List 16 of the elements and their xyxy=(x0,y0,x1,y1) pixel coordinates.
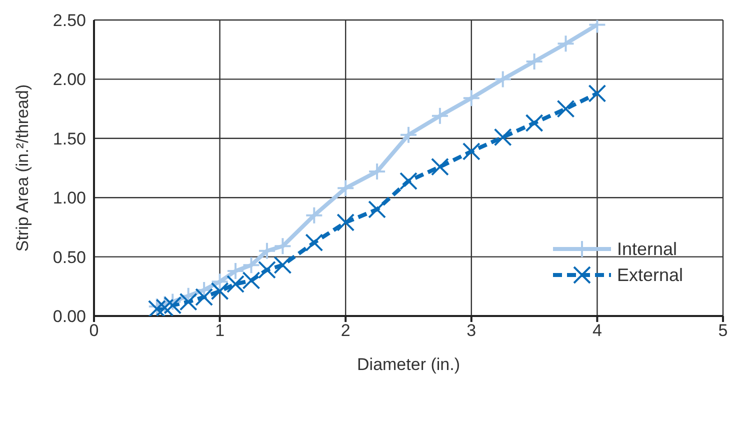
x-axis-title: Diameter (in.) xyxy=(357,355,460,374)
legend-label: External xyxy=(616,264,683,286)
y-tick-label: 0.50 xyxy=(52,248,86,267)
x-tick-label: 5 xyxy=(718,321,728,340)
x-tick-label: 3 xyxy=(466,321,476,340)
x-tick-label: 0 xyxy=(89,321,99,340)
x-tick-label: 2 xyxy=(340,321,350,340)
y-tick-label: 2.50 xyxy=(52,11,86,30)
y-tick-label: 1.50 xyxy=(52,129,86,148)
x-tick-label: 1 xyxy=(215,321,225,340)
y-tick-label: 1.00 xyxy=(52,188,86,208)
legend-label: Internal xyxy=(616,238,677,260)
y-axis-title: Strip Area (in.²/thread) xyxy=(13,84,32,252)
y-tick-label: 2.00 xyxy=(52,70,86,90)
x-tick-label: 4 xyxy=(592,321,602,340)
y-tick-label: 0.00 xyxy=(52,307,86,326)
